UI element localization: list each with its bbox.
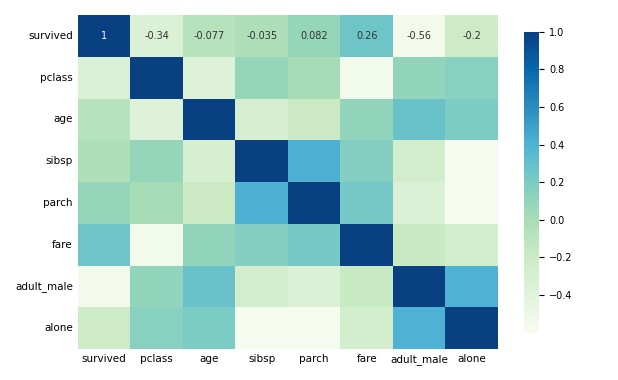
Text: -0.2: -0.2 — [462, 31, 481, 41]
Text: 1: 1 — [101, 31, 107, 41]
Text: -0.077: -0.077 — [193, 31, 225, 41]
Text: 0.26: 0.26 — [356, 31, 378, 41]
Text: -0.56: -0.56 — [407, 31, 431, 41]
Text: -0.34: -0.34 — [144, 31, 169, 41]
Text: -0.035: -0.035 — [246, 31, 277, 41]
Text: 0.082: 0.082 — [300, 31, 328, 41]
